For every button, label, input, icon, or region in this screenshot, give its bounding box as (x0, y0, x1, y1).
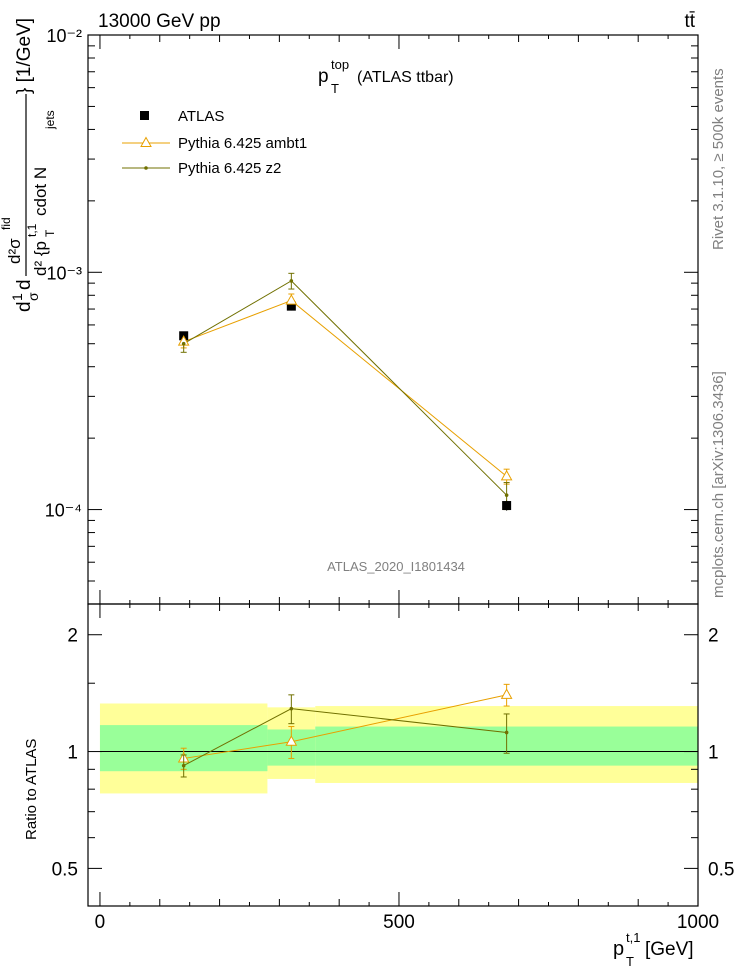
rivet-version-label: Rivet 3.1.10, ≥ 500k events (710, 68, 727, 250)
ylabel-d1: d (14, 301, 35, 312)
ylabel-one: 1 (9, 293, 25, 301)
main-y-tick-label: 10⁻⁴ (45, 501, 82, 521)
x-axis-label: p T t,1 [GeV] (613, 930, 694, 969)
xlabel-sup: t,1 (626, 930, 640, 945)
ratio-y-tick-label: 2 (67, 626, 78, 647)
title-sub: T (331, 81, 339, 96)
ratio-panel: 0.5 0.5 1 1 2 2 0 500 1000 Ratio to ATLAS p T t,… (23, 603, 734, 969)
process-label: tt̄ (684, 11, 695, 32)
ambt1-point (285, 294, 298, 305)
legend-z2-marker (144, 166, 148, 170)
ylabel-frac-num: d²σ (5, 238, 24, 264)
ratio-z2-point (289, 706, 294, 711)
ratio-plot-content (99, 683, 698, 794)
xlabel-sub: T (626, 954, 634, 969)
legend-ambt1-label: Pythia 6.425 ambt1 (178, 135, 307, 152)
ylabel-d2: d (14, 279, 35, 290)
ratio-ambt1-point (285, 735, 298, 746)
ylabel-frac-num-sup: fid (0, 217, 13, 230)
ambt1-line (183, 299, 507, 477)
main-plot-content (177, 272, 513, 511)
plot-title: p top T (ATLAS ttbar) (318, 57, 454, 96)
z2-line (183, 280, 507, 496)
ylabel-frac-den: d² {p (31, 241, 50, 276)
x-tick-label: 0 (95, 912, 106, 933)
legend: ATLAS Pythia 6.425 ambt1 Pythia 6.425 z2 (122, 108, 307, 177)
analysis-watermark: ATLAS_2020_I1801434 (327, 559, 465, 574)
main-y-tick-label: 10⁻³ (46, 263, 82, 283)
ylabel-unit: } [1/GeV] (14, 18, 35, 94)
z2-point (504, 493, 509, 497)
x-tick-label: 500 (383, 912, 415, 933)
xlabel-rest: [GeV] (645, 939, 694, 960)
ratio-y-axis-label: Ratio to ATLAS (23, 739, 40, 840)
main-y-axis-label: d 1 σ d d²σ fid d² {p T t,1 cdot N jets … (0, 18, 57, 312)
ambt1-point (500, 469, 513, 481)
main-y-tick-label: 10⁻² (46, 26, 82, 46)
mcplots-label: mcplots.cern.ch [arXiv:1306.3436] (710, 371, 727, 598)
ratio-ambt1-point (500, 688, 513, 699)
title-sup: top (331, 57, 349, 72)
ylabel-frac-den-sub: T (43, 229, 57, 237)
ratio-z2-point (181, 763, 186, 768)
ratio-y-tick-label: 1 (67, 743, 78, 764)
ylabel-frac-den-rest: cdot N (31, 167, 50, 216)
ratio-y-tick-label-right: 2 (708, 626, 719, 647)
ratio-y-tick-label-right: 0.5 (708, 859, 734, 880)
z2-point (181, 341, 186, 346)
title-rest: (ATLAS ttbar) (357, 69, 454, 86)
atlas-point (286, 301, 296, 311)
energy-label: 13000 GeV pp (98, 11, 221, 32)
main-panel: 10⁻⁴ 10⁻³ 10⁻² p top T (ATLAS ttbar) ATLAS… (0, 18, 699, 605)
atlas-point (502, 501, 512, 511)
legend-ambt1-marker (140, 136, 152, 147)
legend-z2-label: Pythia 6.425 z2 (178, 160, 281, 177)
ratio-y-tick-label: 0.5 (52, 859, 78, 880)
x-tick-label: 1000 (677, 912, 719, 933)
z2-point (289, 279, 294, 283)
ratio-y-tick-label-right: 1 (708, 743, 719, 764)
title-main: p (318, 66, 329, 87)
legend-atlas-label: ATLAS (178, 108, 224, 125)
ratio-z2-point (504, 730, 509, 735)
legend-atlas-marker (140, 111, 149, 120)
ylabel-sigma: σ (25, 292, 41, 301)
ylabel-frac-den-sub2: jets (43, 110, 57, 130)
main-axis-ticks: 10⁻⁴ 10⁻³ 10⁻² (45, 26, 699, 605)
xlabel-main: p (613, 938, 624, 960)
ratio-frame (87, 603, 699, 907)
ratio-axis-ticks: 0.5 0.5 1 1 2 2 0 500 1000 (52, 604, 734, 933)
ylabel-frac-den-sup: t,1 (25, 223, 39, 237)
